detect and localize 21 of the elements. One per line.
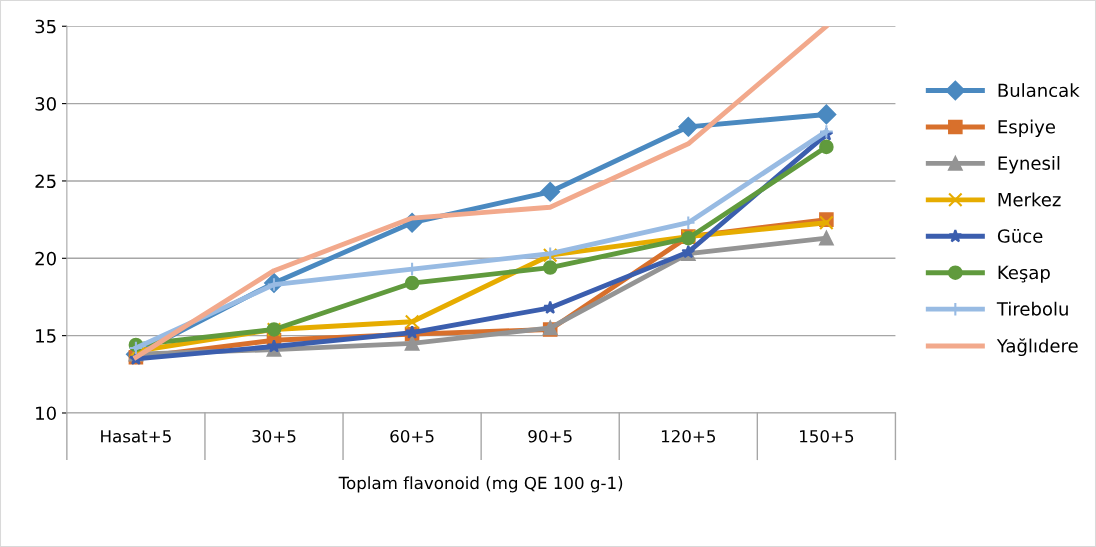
x-tick-label: Hasat+5 [101,430,171,443]
legend-label: Merkez [998,192,1061,207]
legend-label: Bulancak [998,83,1080,98]
y-tick-label: 30 [35,97,56,111]
y-tick-label: 20 [35,251,56,266]
x-tick-label: 30+5 [252,429,296,443]
y-tick-label: 15 [36,329,56,343]
y-tick-label: 10 [36,406,56,421]
x-tick-label: 120+5 [661,429,716,443]
legend-label: Güce [997,228,1043,243]
x-tick-label: 90+5 [528,429,572,443]
legend-label: Eynesil [998,156,1060,174]
y-tick-label: 25 [35,174,56,189]
legend-label: Yağlıdere [996,338,1078,357]
x-axis-title: Toplam flavonoid (mg QE 100 g-1) [338,476,623,493]
x-tick-label: 60+5 [390,429,434,443]
x-tick-label: 150+5 [800,429,854,443]
legend-label: Tirebolu [996,301,1068,316]
legend-label: Keşap [998,265,1050,283]
y-tick-label: 35 [35,19,56,34]
legend-label: Espiye [998,119,1055,138]
